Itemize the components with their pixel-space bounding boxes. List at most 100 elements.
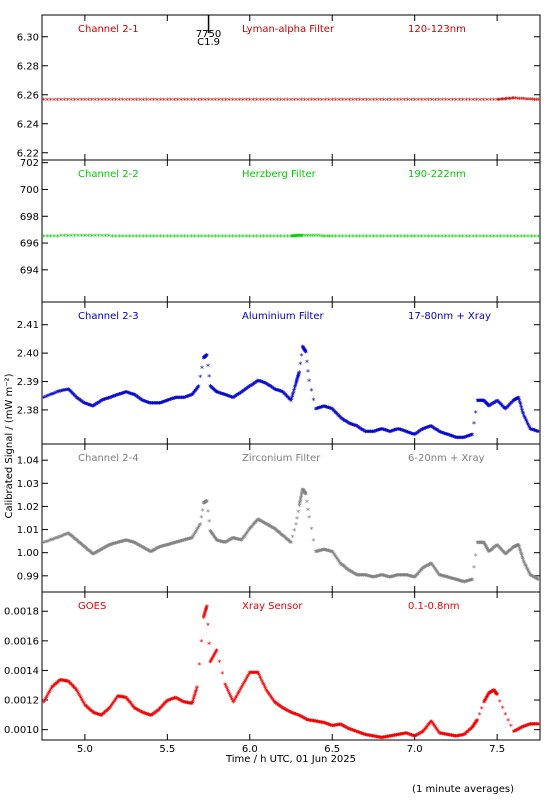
data-point: * bbox=[309, 717, 313, 726]
data-point: * bbox=[333, 722, 337, 731]
data-point: * bbox=[207, 373, 211, 382]
data-point: * bbox=[213, 650, 217, 659]
data-point: * bbox=[271, 385, 275, 394]
data-point: * bbox=[342, 723, 346, 732]
data-point: * bbox=[97, 399, 101, 408]
data-point: * bbox=[257, 517, 261, 526]
data-point: * bbox=[102, 545, 106, 554]
data-point: * bbox=[83, 544, 87, 553]
data-point: * bbox=[448, 432, 452, 441]
data-point: * bbox=[387, 574, 391, 583]
data-point: * bbox=[418, 730, 422, 739]
data-point: * bbox=[183, 97, 187, 106]
data-point: * bbox=[255, 233, 259, 242]
data-point: * bbox=[298, 501, 302, 510]
y-tick-label: 2.38 bbox=[17, 405, 39, 416]
data-point: * bbox=[213, 387, 217, 396]
data-point: * bbox=[143, 546, 147, 555]
channel-label: Channel 2-4 bbox=[78, 453, 139, 464]
data-point: * bbox=[100, 97, 104, 106]
data-point: * bbox=[207, 233, 211, 242]
data-point: * bbox=[361, 233, 365, 242]
data-point: * bbox=[79, 232, 83, 241]
data-point: * bbox=[289, 539, 293, 548]
footnote: (1 minute averages) bbox=[412, 784, 514, 795]
data-point: * bbox=[277, 387, 281, 396]
data-point: * bbox=[303, 348, 307, 357]
data-point: * bbox=[216, 538, 220, 547]
data-point: * bbox=[466, 578, 470, 587]
data-point: * bbox=[279, 233, 283, 242]
data-point: * bbox=[268, 692, 272, 701]
data-point: * bbox=[96, 711, 100, 720]
data-point: * bbox=[475, 397, 479, 406]
data-point: * bbox=[300, 489, 304, 498]
data-point: * bbox=[132, 539, 136, 548]
data-point: * bbox=[133, 392, 137, 401]
data-point: * bbox=[392, 732, 396, 741]
data-point: * bbox=[44, 695, 48, 704]
data-point: * bbox=[534, 575, 538, 584]
data-point: * bbox=[231, 395, 235, 404]
data-point: * bbox=[48, 392, 52, 401]
data-point: * bbox=[64, 678, 68, 687]
data-point: * bbox=[503, 96, 507, 105]
data-point: * bbox=[466, 728, 470, 737]
data-point: * bbox=[266, 381, 270, 390]
data-point: * bbox=[474, 409, 478, 418]
data-point: * bbox=[445, 574, 449, 583]
data-point: * bbox=[363, 732, 367, 741]
data-point: * bbox=[516, 726, 520, 735]
data-point: * bbox=[357, 424, 361, 433]
data-point: * bbox=[375, 233, 379, 242]
data-point: * bbox=[503, 550, 507, 559]
data-point: * bbox=[179, 97, 183, 106]
data-point: * bbox=[237, 233, 241, 242]
data-point: * bbox=[453, 434, 457, 443]
data-point: * bbox=[356, 572, 360, 581]
data-point: * bbox=[101, 711, 105, 720]
data-point: * bbox=[486, 403, 490, 412]
data-point: * bbox=[287, 395, 291, 404]
data-point: * bbox=[288, 539, 292, 548]
data-point: * bbox=[376, 734, 380, 743]
data-point: * bbox=[426, 722, 430, 731]
data-point: * bbox=[368, 732, 372, 741]
data-point: * bbox=[139, 708, 143, 717]
data-point: * bbox=[179, 395, 183, 404]
data-point: * bbox=[524, 564, 528, 573]
data-point: * bbox=[193, 388, 197, 397]
data-point: * bbox=[178, 697, 182, 706]
data-point: * bbox=[419, 730, 423, 739]
data-point: * bbox=[138, 97, 142, 106]
x-tick-label: 5.5 bbox=[159, 744, 175, 755]
data-point: * bbox=[520, 407, 524, 416]
data-point: * bbox=[180, 395, 184, 404]
data-point: * bbox=[497, 544, 501, 553]
data-point: * bbox=[269, 694, 273, 703]
data-point: * bbox=[465, 578, 469, 587]
data-point: * bbox=[478, 539, 482, 548]
data-point: * bbox=[177, 538, 181, 547]
data-point: * bbox=[121, 538, 125, 547]
data-point: * bbox=[186, 393, 190, 402]
data-point: * bbox=[420, 566, 424, 575]
data-point: * bbox=[85, 546, 89, 555]
data-point: * bbox=[501, 549, 505, 558]
data-point: * bbox=[346, 725, 350, 734]
data-point: * bbox=[151, 711, 155, 720]
data-point: * bbox=[510, 545, 514, 554]
data-point: * bbox=[280, 704, 284, 713]
data-point: * bbox=[131, 703, 135, 712]
data-point: * bbox=[459, 732, 463, 741]
data-point: * bbox=[174, 539, 178, 548]
data-point: * bbox=[123, 389, 127, 398]
data-point: * bbox=[501, 96, 505, 105]
data-point: * bbox=[495, 542, 499, 551]
data-point: * bbox=[478, 397, 482, 406]
data-point: * bbox=[209, 529, 213, 538]
data-point: * bbox=[464, 434, 468, 443]
data-point: * bbox=[462, 732, 466, 741]
y-tick-label: 2.39 bbox=[17, 377, 39, 388]
data-point: * bbox=[316, 97, 320, 106]
